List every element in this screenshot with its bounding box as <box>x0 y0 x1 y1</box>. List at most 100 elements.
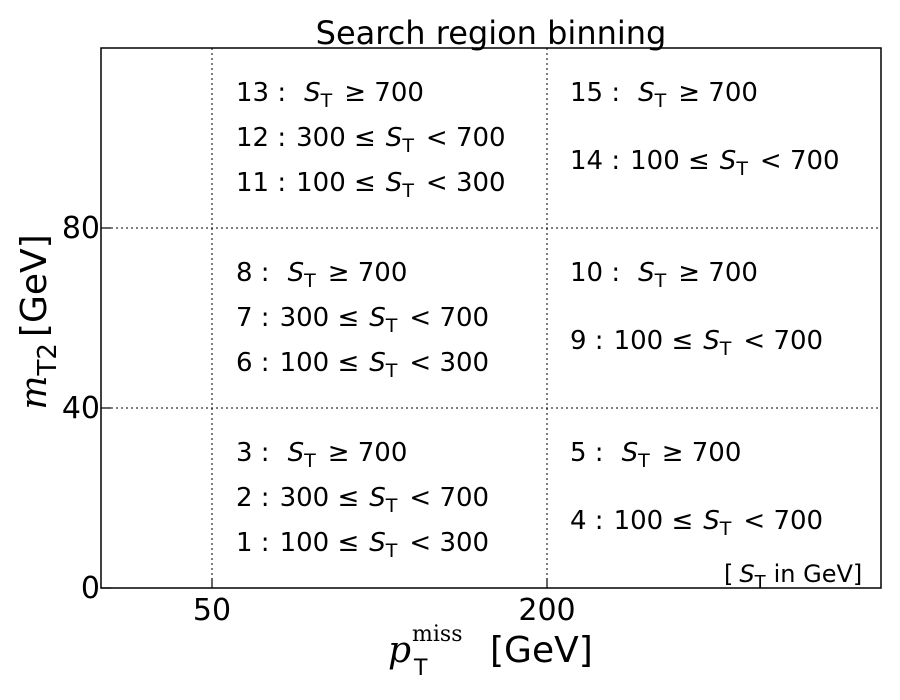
region-upper-bound: < 300 <box>409 348 489 378</box>
x-axis-sup: miss <box>412 622 462 647</box>
st-symbol: S <box>638 78 655 108</box>
region-7-label: 7 : 300 ≤ ST < 700 <box>236 303 489 337</box>
region-2-label: 2 : 300 ≤ ST < 700 <box>236 483 489 517</box>
region-lower-bound: 100 ≤ <box>280 348 360 378</box>
region-id: 12 : <box>236 123 286 153</box>
svg-text:mT2[GeV]: mT2 [GeV] <box>14 234 63 409</box>
region-id: 11 : <box>236 168 286 198</box>
st-subscript: T <box>654 90 667 112</box>
units-note-text: in GeV] <box>774 560 863 588</box>
st-subscript: T <box>637 450 650 472</box>
region-id: 2 : <box>236 483 270 513</box>
st-symbol: S <box>386 168 403 198</box>
region-13-label: 13 : ST ≥ 700 <box>236 78 424 112</box>
st-symbol: S <box>386 123 403 153</box>
x-axis-label: p miss T [GeV] <box>388 622 593 681</box>
plot-frame <box>100 47 882 589</box>
region-upper-bound: ≥ 700 <box>678 78 758 108</box>
units-note-open: [ <box>724 560 733 588</box>
x-axis-unit: [GeV] <box>490 630 593 671</box>
region-upper-bound: < 700 <box>743 326 823 356</box>
region-6-label: 6 : 100 ≤ ST < 300 <box>236 348 489 382</box>
y-axis-symbol: m <box>14 376 55 410</box>
region-lower-bound: 100 ≤ <box>280 528 360 558</box>
region-upper-bound: ≥ 700 <box>344 78 424 108</box>
st-subscript: T <box>385 540 398 562</box>
y-tick-label-40: 40 <box>62 391 100 426</box>
region-lower-bound: 300 ≤ <box>296 123 376 153</box>
st-symbol: S <box>288 438 305 468</box>
region-id: 3 : <box>236 438 270 468</box>
region-10-label: 10 : ST ≥ 700 <box>570 258 758 292</box>
st-subscript: T <box>401 180 414 202</box>
region-id: 1 : <box>236 528 270 558</box>
region-lower-bound: 100 ≤ <box>630 146 710 176</box>
st-symbol: S <box>304 78 321 108</box>
y-tick-label-0: 0 <box>81 571 100 606</box>
region-id: 6 : <box>236 348 270 378</box>
st-subscript: T <box>303 450 316 472</box>
y-tick-label-80: 80 <box>62 211 100 246</box>
region-id: 7 : <box>236 303 270 333</box>
x-axis-symbol: p <box>388 630 411 671</box>
st-subscript: T <box>320 90 333 112</box>
units-note-symbol: S <box>739 560 754 588</box>
st-symbol: S <box>622 438 639 468</box>
st-subscript: T <box>719 518 732 540</box>
grid <box>101 48 881 588</box>
st-symbol: S <box>369 528 386 558</box>
region-upper-bound: ≥ 700 <box>678 258 758 288</box>
region-upper-bound: < 700 <box>426 123 506 153</box>
region-14-label: 14 : 100 ≤ ST < 700 <box>570 146 840 180</box>
region-15-label: 15 : ST ≥ 700 <box>570 78 758 112</box>
chart-title: Search region binning <box>316 14 667 52</box>
x-tick-label-50: 50 <box>193 593 231 628</box>
region-3-label: 3 : ST ≥ 700 <box>236 438 407 472</box>
region-id: 8 : <box>236 258 270 288</box>
region-upper-bound: < 700 <box>760 146 840 176</box>
st-symbol: S <box>369 303 386 333</box>
region-lower-bound: 100 ≤ <box>614 326 694 356</box>
region-9-label: 9 : 100 ≤ ST < 700 <box>570 326 823 360</box>
st-symbol: S <box>720 146 737 176</box>
st-symbol: S <box>703 506 720 536</box>
region-id: 14 : <box>570 146 620 176</box>
region-lower-bound: 300 ≤ <box>280 483 360 513</box>
st-subscript: T <box>719 338 732 360</box>
region-upper-bound: < 700 <box>743 506 823 536</box>
region-upper-bound: ≥ 700 <box>328 258 408 288</box>
y-axis-label: mT2 [GeV] <box>14 234 63 409</box>
region-upper-bound: < 700 <box>409 303 489 333</box>
region-id: 9 : <box>570 326 604 356</box>
st-subscript: T <box>385 360 398 382</box>
region-id: 10 : <box>570 258 620 288</box>
units-note: [ST in GeV] <box>724 560 862 593</box>
region-1-label: 1 : 100 ≤ ST < 300 <box>236 528 489 562</box>
st-subscript: T <box>385 495 398 517</box>
region-id: 15 : <box>570 78 620 108</box>
st-subscript: T <box>735 158 748 180</box>
region-lower-bound: 100 ≤ <box>614 506 694 536</box>
units-note-sub: T <box>754 572 767 593</box>
region-upper-bound: < 300 <box>409 528 489 558</box>
region-upper-bound: ≥ 700 <box>662 438 742 468</box>
x-axis-sub: T <box>413 656 428 681</box>
region-upper-bound: < 300 <box>426 168 506 198</box>
st-subscript: T <box>303 270 316 292</box>
st-subscript: T <box>385 315 398 337</box>
y-axis-sub: T2 <box>33 343 63 376</box>
y-axis-unit: [GeV] <box>14 234 55 337</box>
region-8-label: 8 : ST ≥ 700 <box>236 258 407 292</box>
region-4-label: 4 : 100 ≤ ST < 700 <box>570 506 823 540</box>
svg-text:p: p <box>388 630 411 671</box>
region-5-label: 5 : ST ≥ 700 <box>570 438 741 472</box>
region-upper-bound: < 700 <box>409 483 489 513</box>
region-upper-bound: ≥ 700 <box>328 438 408 468</box>
st-symbol: S <box>703 326 720 356</box>
st-symbol: S <box>369 483 386 513</box>
region-id: 4 : <box>570 506 604 536</box>
st-subscript: T <box>401 135 414 157</box>
region-11-label: 11 : 100 ≤ ST < 300 <box>236 168 506 202</box>
